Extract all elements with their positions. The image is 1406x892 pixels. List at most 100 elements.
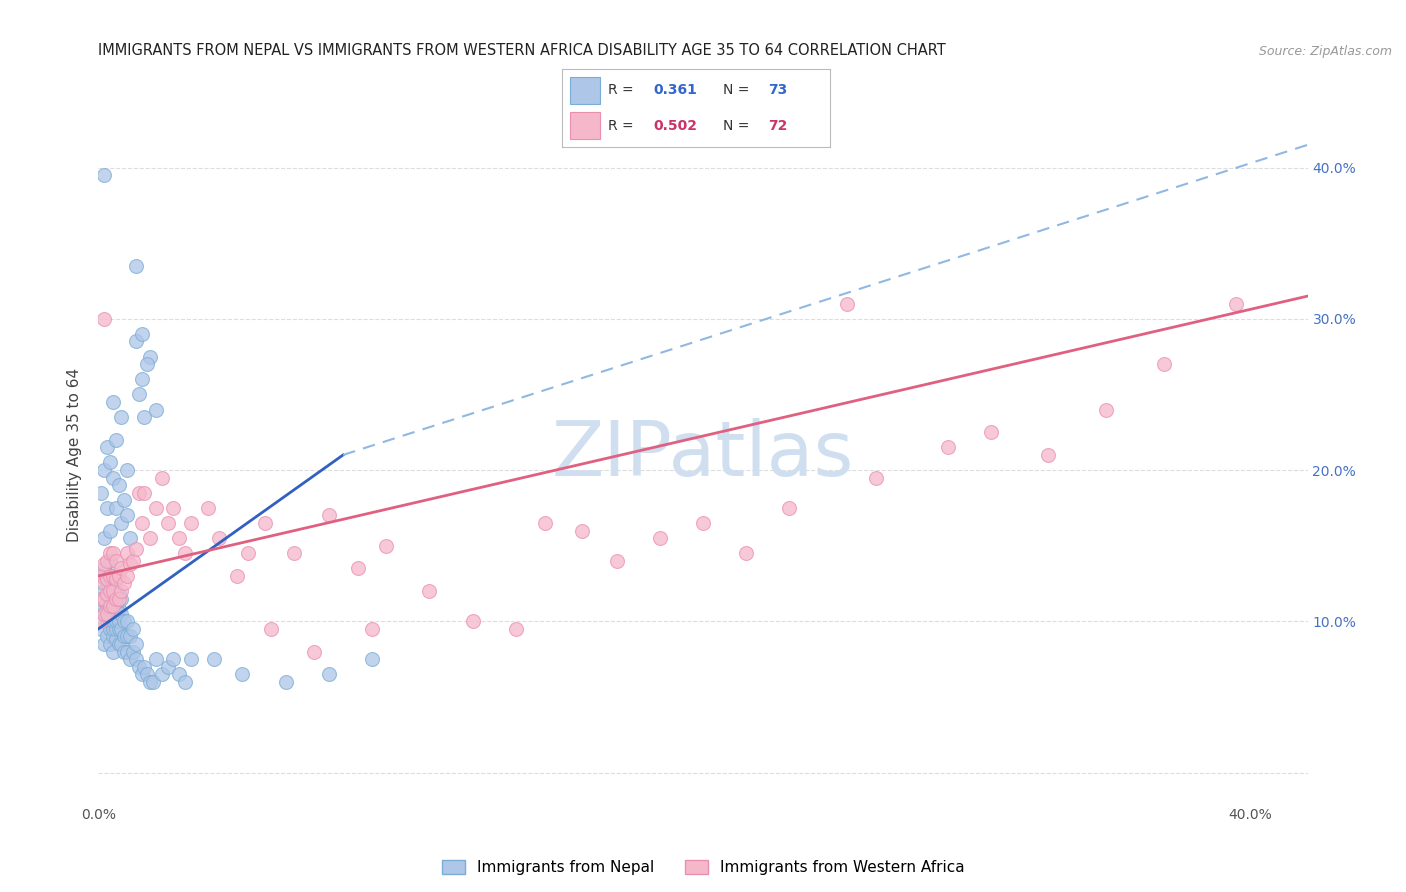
Point: [136, 667, 159, 681]
Point: [101, 546, 124, 560]
Point: [125, 652, 148, 666]
Point: [361, 652, 384, 666]
Point: [93, 637, 115, 651]
Point: [110, 607, 132, 621]
Point: [156, 516, 179, 530]
Point: [1095, 402, 1118, 417]
Point: [115, 644, 138, 658]
Text: N =: N =: [723, 119, 754, 133]
Point: [98, 584, 121, 599]
Point: [1038, 448, 1060, 462]
Point: [107, 615, 129, 629]
Point: [93, 591, 115, 606]
Point: [93, 607, 115, 621]
Point: [980, 425, 1002, 440]
Point: [692, 516, 714, 530]
Point: [110, 622, 132, 636]
Point: [128, 387, 150, 401]
Point: [112, 644, 135, 658]
Point: [107, 591, 129, 606]
Point: [648, 531, 671, 545]
Point: [110, 561, 132, 575]
Point: [98, 524, 121, 538]
Point: [93, 607, 115, 621]
Point: [110, 410, 132, 425]
Point: [107, 602, 129, 616]
Point: [98, 637, 121, 651]
Point: [142, 674, 165, 689]
Point: [461, 615, 484, 629]
Point: [104, 599, 127, 614]
Point: [90, 485, 112, 500]
Point: [112, 493, 135, 508]
Point: [96, 607, 118, 621]
Point: [98, 599, 121, 614]
Point: [98, 602, 121, 616]
Point: [778, 500, 800, 515]
Point: [90, 622, 112, 636]
Point: [208, 531, 231, 545]
Point: [128, 485, 150, 500]
Point: [115, 546, 138, 560]
Point: [96, 587, 118, 601]
Point: [101, 584, 124, 599]
Point: [110, 637, 132, 651]
Point: [115, 463, 138, 477]
Point: [125, 637, 148, 651]
Point: [128, 659, 150, 673]
Point: [167, 531, 190, 545]
Point: [110, 584, 132, 599]
Point: [101, 599, 124, 614]
Point: [150, 667, 173, 681]
Point: [131, 516, 153, 530]
Point: [254, 516, 277, 530]
Point: [1153, 357, 1175, 371]
Point: [361, 622, 384, 636]
Point: [101, 615, 124, 629]
Text: ZIPatlas: ZIPatlas: [551, 418, 855, 491]
Bar: [571, 77, 600, 104]
Point: [96, 572, 118, 586]
Point: [104, 554, 127, 568]
Point: [98, 591, 121, 606]
Point: [145, 500, 167, 515]
Point: [606, 554, 628, 568]
Point: [156, 659, 179, 673]
Point: [104, 615, 127, 629]
Point: [90, 569, 112, 583]
Point: [936, 441, 959, 455]
Point: [96, 629, 118, 643]
Point: [150, 470, 173, 484]
Point: [260, 622, 283, 636]
Point: [865, 470, 887, 484]
Point: [104, 622, 127, 636]
Point: [107, 587, 129, 601]
Point: [101, 584, 124, 599]
Point: [98, 569, 121, 583]
Point: [1225, 296, 1247, 310]
Point: [304, 644, 326, 658]
Point: [131, 326, 153, 341]
Point: [104, 572, 127, 586]
Point: [180, 652, 202, 666]
Point: [98, 455, 121, 469]
Point: [96, 615, 118, 629]
Point: [346, 561, 368, 575]
Point: [120, 629, 142, 643]
Point: [231, 667, 253, 681]
Point: [283, 546, 305, 560]
Point: [225, 569, 247, 583]
Point: [173, 546, 195, 560]
Point: [125, 334, 148, 349]
Point: [835, 296, 858, 310]
Point: [101, 569, 124, 583]
Point: [131, 372, 153, 386]
Point: [134, 485, 156, 500]
Point: [122, 644, 145, 658]
Point: [735, 546, 758, 560]
Point: [115, 508, 138, 523]
Point: [93, 168, 115, 182]
Point: [93, 463, 115, 477]
Point: [104, 584, 127, 599]
Point: [90, 615, 112, 629]
